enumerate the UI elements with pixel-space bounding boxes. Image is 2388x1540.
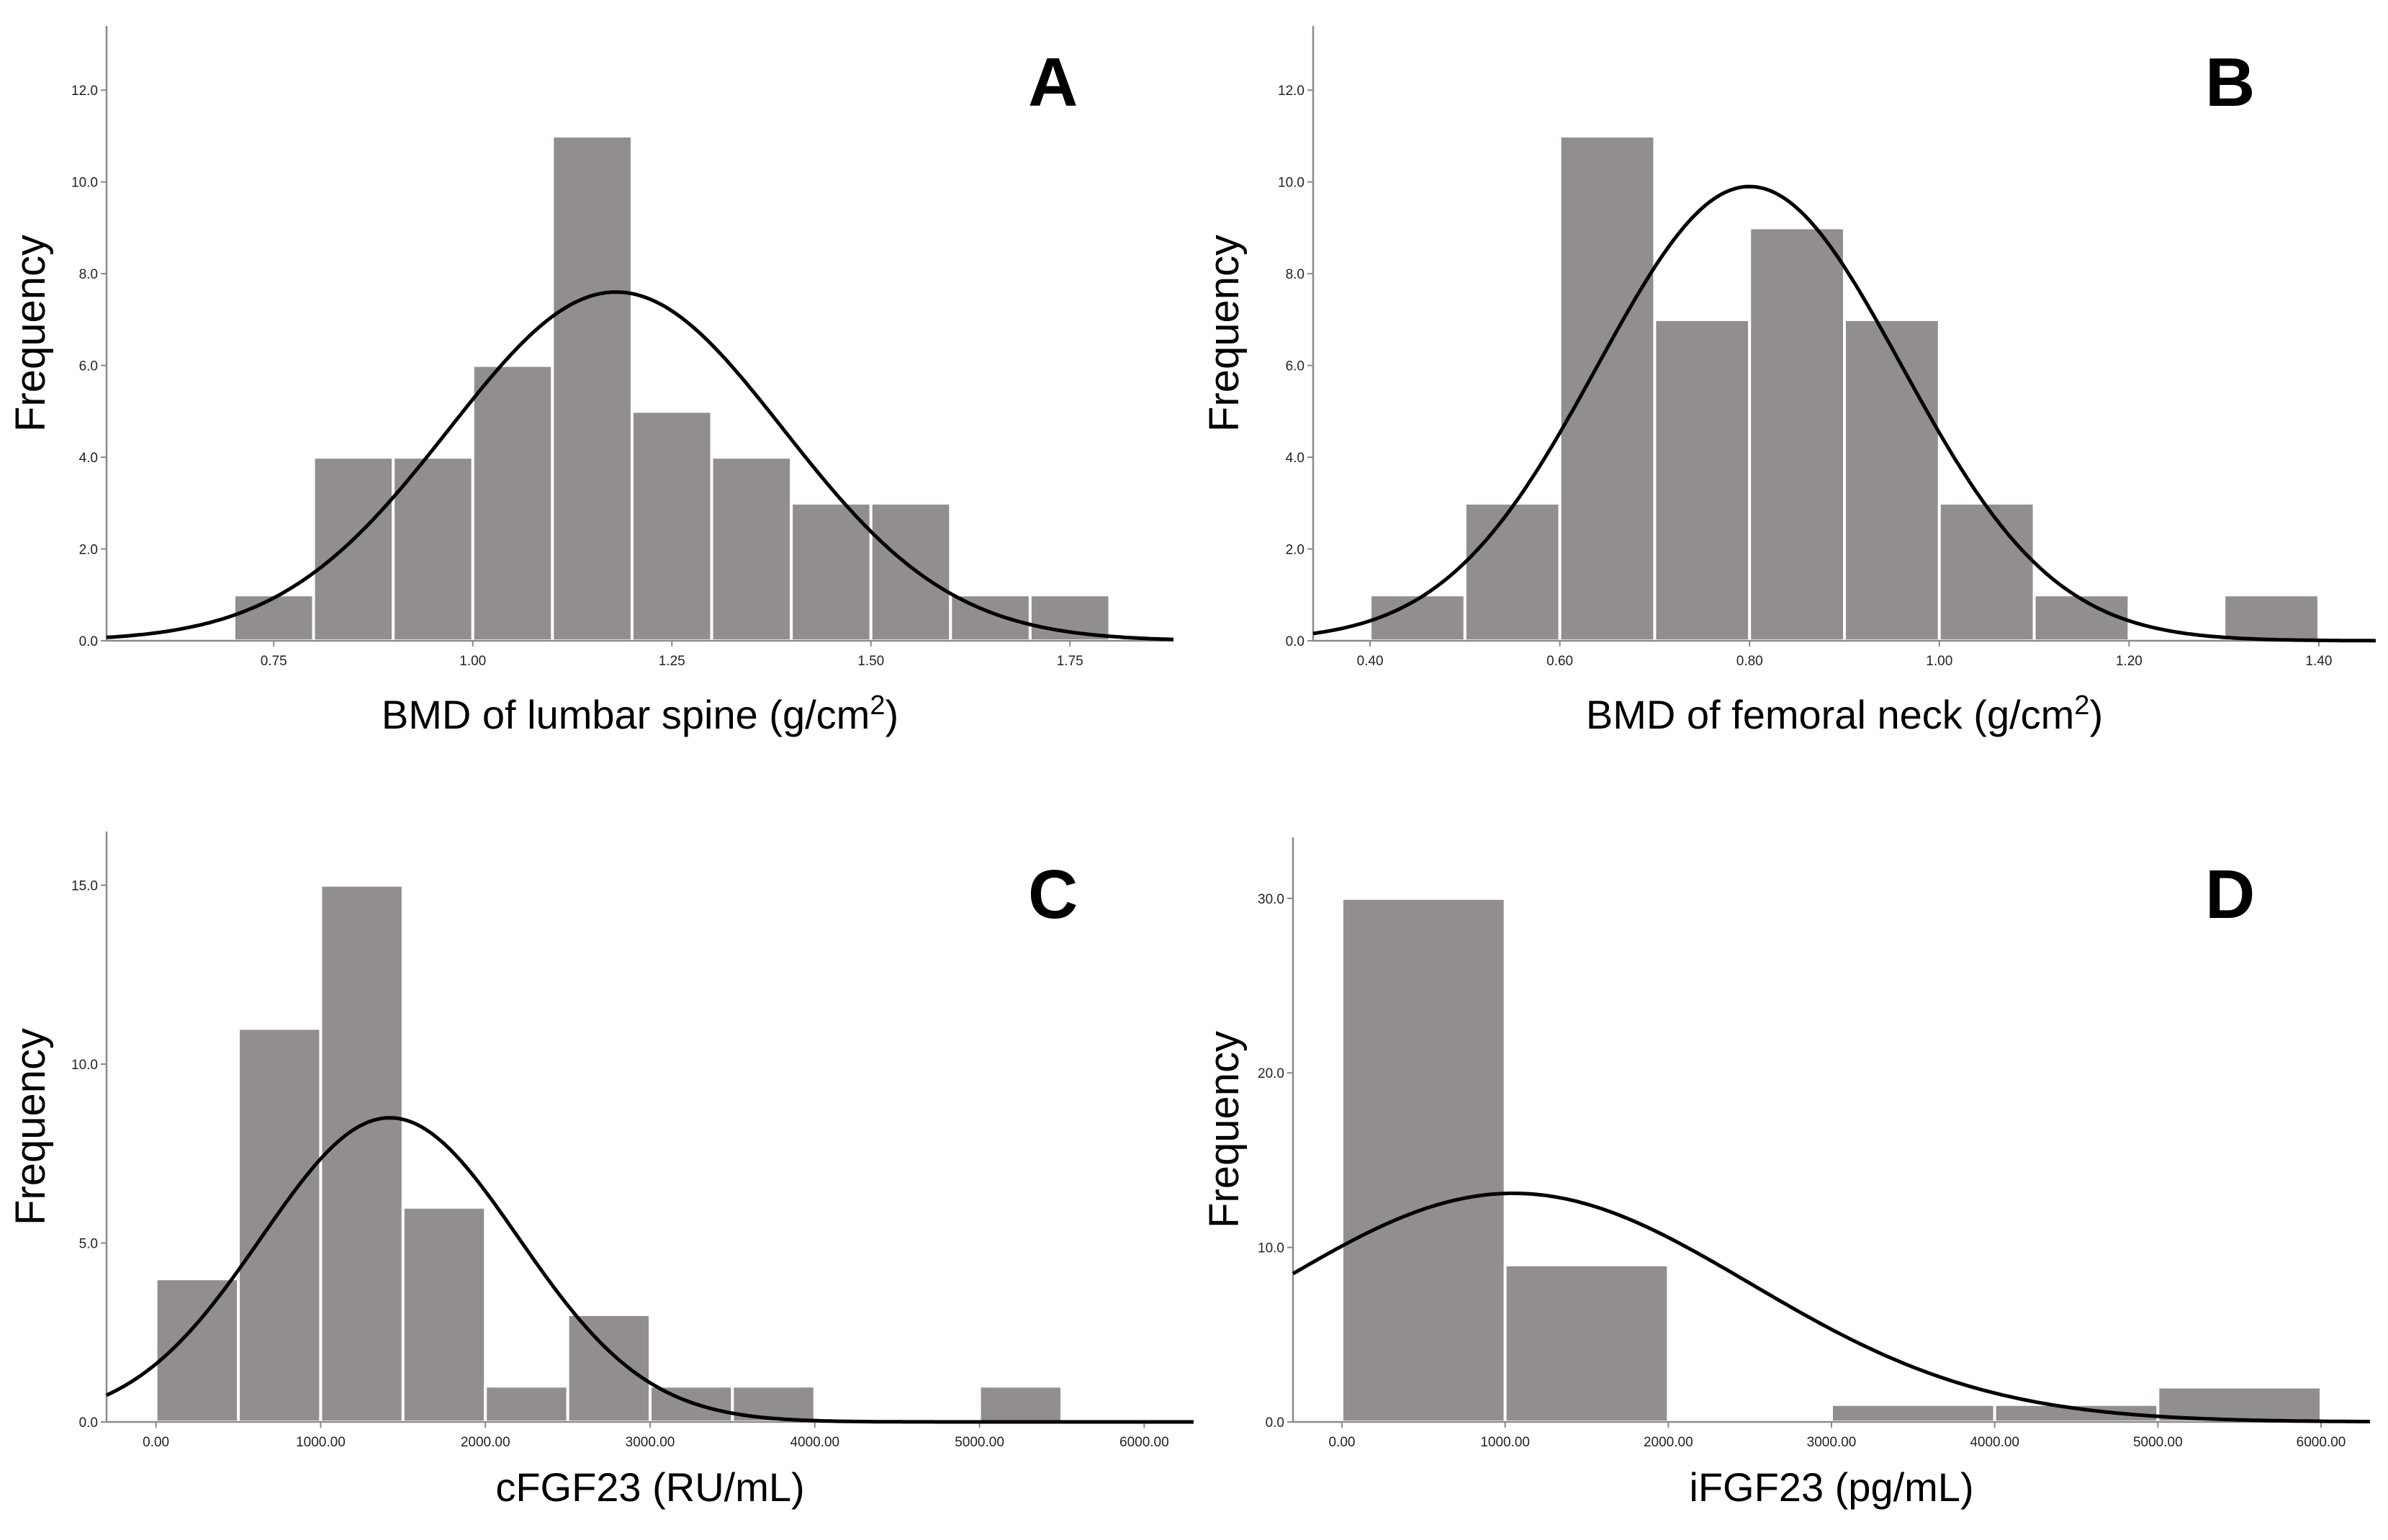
histogram-b-x-tick-label: 1.40 bbox=[2305, 654, 2332, 669]
histogram-c-panel-letter: C bbox=[1028, 856, 1078, 933]
histogram-a-bar-5 bbox=[630, 410, 713, 642]
histogram-b-y-tick-label: 0.0 bbox=[1286, 634, 1305, 649]
histogram-b-y-tick-label: 12.0 bbox=[1278, 84, 1305, 99]
histogram-d-y-axis-label: Frequency bbox=[1201, 1031, 1248, 1228]
histogram-c-svg: 0.0 5.0 10.0 15.0 0.00 1000.00 2000.00 3000.00 4… bbox=[7, 832, 1194, 1510]
histogram-d-x-tick-label: 0.00 bbox=[1329, 1435, 1356, 1450]
histogram-c-bar-4 bbox=[484, 1384, 569, 1424]
histogram-a-svg: 0.0 2.0 4.0 6.0 8.0 10.0 12.0 0.75 1.00 1.25 1.50 1… bbox=[7, 26, 1174, 737]
histogram-d-y-tick-label: 0.0 bbox=[1266, 1415, 1284, 1431]
histogram-b-bar-0 bbox=[1369, 593, 1466, 643]
histogram-a-y-tick-label: 4.0 bbox=[79, 451, 98, 466]
histogram-d-bar-1 bbox=[1503, 1263, 1670, 1424]
histogram-c-x-tick-label: 3000.00 bbox=[626, 1435, 675, 1450]
histogram-b-bar-1 bbox=[1463, 501, 1562, 642]
histogram-c-bar-2 bbox=[319, 883, 405, 1423]
histogram-d-x-tick-label: 4000.00 bbox=[1970, 1435, 2019, 1450]
histogram-b-bar-2 bbox=[1558, 134, 1657, 643]
histogram-b-svg: 0.0 2.0 4.0 6.0 8.0 10.0 12.0 0.40 0.60 0.80 1.00 1… bbox=[1201, 26, 2376, 737]
histogram-c-x-tick-label: 2000.00 bbox=[461, 1435, 510, 1450]
histogram-b-normal-curve bbox=[1312, 184, 2376, 643]
histogram-d-y-tick-label: 20.0 bbox=[1258, 1066, 1284, 1081]
histogram-b-bar-3 bbox=[1653, 318, 1752, 642]
histogram-b-panel-letter: B bbox=[2205, 44, 2255, 121]
histogram-c-x-tick-label: 1000.00 bbox=[296, 1435, 346, 1450]
histogram-b-bar-8 bbox=[2222, 593, 2320, 643]
histogram-b-y-axis-label: Frequency bbox=[1201, 235, 1248, 432]
histogram-d-y-tick-label: 10.0 bbox=[1258, 1241, 1284, 1256]
histogram-panel-b: 0.0 2.0 4.0 6.0 8.0 10.0 12.0 0.40 0.60 0.80 1.00 1… bbox=[1194, 0, 2388, 770]
histogram-b-x-tick-label: 0.60 bbox=[1546, 654, 1573, 669]
histogram-b-x-tick-label: 1.20 bbox=[2116, 654, 2143, 669]
histogram-a-bar-4 bbox=[551, 134, 634, 643]
histogram-c-y-tick-label: 0.0 bbox=[79, 1415, 98, 1431]
histogram-c-x-tick-label: 0.00 bbox=[143, 1435, 169, 1450]
histogram-d-y-tick-label: 30.0 bbox=[1258, 892, 1284, 907]
histogram-c-y-axis-label: Frequency bbox=[7, 1028, 54, 1225]
histogram-c-bar-3 bbox=[401, 1205, 487, 1423]
histogram-c-x-axis-label: cFGF23 (RU/mL) bbox=[495, 1464, 804, 1510]
histogram-d-x-tick-label: 5000.00 bbox=[2133, 1435, 2183, 1450]
histogram-c-y-tick-label: 10.0 bbox=[71, 1058, 98, 1073]
histogram-c-bar-8 bbox=[978, 1384, 1063, 1424]
histogram-a-bar-6 bbox=[710, 456, 793, 643]
histogram-b-x-tick-label: 1.00 bbox=[1926, 654, 1952, 669]
histogram-b-y-tick-label: 10.0 bbox=[1278, 176, 1305, 191]
histogram-a-y-tick-label: 10.0 bbox=[71, 176, 98, 191]
histogram-panel-c: 0.0 5.0 10.0 15.0 0.00 1000.00 2000.00 3000.00 4… bbox=[0, 770, 1194, 1540]
histogram-d-normal-curve bbox=[1292, 1192, 2370, 1423]
histogram-c-normal-curve bbox=[105, 1116, 1194, 1424]
histogram-c-x-tick-label: 4000.00 bbox=[790, 1435, 839, 1450]
histogram-a-normal-curve bbox=[106, 290, 1174, 641]
histogram-a-x-tick-label: 1.75 bbox=[1057, 654, 1083, 669]
histogram-c-y-tick-label: 15.0 bbox=[71, 879, 98, 894]
histogram-b-bar-7 bbox=[2032, 593, 2131, 643]
histogram-a-bar-0 bbox=[232, 593, 315, 643]
histogram-a-bar-1 bbox=[312, 456, 395, 643]
histogram-a-x-tick-label: 1.00 bbox=[459, 654, 486, 669]
histogram-panel-d: 0.0 10.0 20.0 30.0 0.00 1000.00 2000.00 3000.00… bbox=[1194, 770, 2388, 1540]
histogram-a-panel-letter: A bbox=[1028, 44, 1078, 121]
histogram-d-bar-2 bbox=[1830, 1402, 1996, 1423]
histogram-d-x-tick-label: 2000.00 bbox=[1644, 1435, 1693, 1450]
histogram-c-x-tick-label: 6000.00 bbox=[1119, 1435, 1169, 1450]
histogram-a-x-tick-label: 0.75 bbox=[261, 654, 287, 669]
histogram-a-y-tick-label: 0.0 bbox=[79, 634, 98, 649]
histogram-d-bar-0 bbox=[1341, 896, 1507, 1423]
histogram-d-x-tick-label: 6000.00 bbox=[2297, 1435, 2346, 1450]
histogram-b-y-tick-label: 2.0 bbox=[1286, 543, 1305, 558]
histogram-c-x-tick-label: 5000.00 bbox=[955, 1435, 1004, 1450]
histogram-a-x-tick-label: 1.25 bbox=[659, 654, 685, 669]
histogram-b-x-tick-label: 0.80 bbox=[1736, 654, 1763, 669]
histogram-b-y-tick-label: 8.0 bbox=[1286, 267, 1305, 282]
histogram-a-y-tick-label: 8.0 bbox=[79, 267, 98, 282]
histogram-b-x-axis-label: BMD of femoral neck (g/cm2) bbox=[1586, 690, 2103, 737]
histogram-c-y-tick-label: 5.0 bbox=[79, 1237, 98, 1252]
histogram-panel-a: 0.0 2.0 4.0 6.0 8.0 10.0 12.0 0.75 1.00 1.25 1.50 1… bbox=[0, 0, 1194, 770]
histogram-a-y-tick-label: 6.0 bbox=[79, 359, 98, 374]
histogram-b-y-tick-label: 4.0 bbox=[1286, 451, 1305, 466]
histogram-c-bar-1 bbox=[237, 1027, 323, 1424]
histogram-a-bar-8 bbox=[869, 501, 952, 642]
histogram-b-x-tick-label: 0.40 bbox=[1357, 654, 1384, 669]
histogram-a-bar-3 bbox=[471, 364, 554, 642]
histogram-b-bar-5 bbox=[1843, 318, 1941, 642]
histogram-a-y-tick-label: 2.0 bbox=[79, 543, 98, 558]
histogram-d-x-tick-label: 1000.00 bbox=[1480, 1435, 1530, 1450]
histogram-d-panel-letter: D bbox=[2205, 856, 2255, 933]
histogram-b-bar-6 bbox=[1937, 501, 2036, 642]
histogram-d-x-axis-label: iFGF23 (pg/mL) bbox=[1689, 1464, 1973, 1510]
histogram-a-x-tick-label: 1.50 bbox=[857, 654, 884, 669]
histogram-a-y-tick-label: 12.0 bbox=[71, 84, 98, 99]
histogram-d-svg: 0.0 10.0 20.0 30.0 0.00 1000.00 2000.00 3000.00… bbox=[1201, 837, 2370, 1510]
histogram-d-x-tick-label: 3000.00 bbox=[1807, 1435, 1857, 1450]
histogram-a-y-axis-label: Frequency bbox=[7, 235, 54, 432]
histogram-a-bar-7 bbox=[790, 501, 873, 642]
histogram-b-y-tick-label: 6.0 bbox=[1286, 359, 1305, 374]
histogram-a-bar-2 bbox=[392, 456, 474, 643]
histogram-c-bar-0 bbox=[154, 1277, 240, 1423]
histogram-b-bar-4 bbox=[1748, 226, 1847, 642]
histogram-c-bar-5 bbox=[566, 1312, 652, 1424]
histogram-a-x-axis-label: BMD of lumbar spine (g/cm2) bbox=[382, 690, 898, 737]
